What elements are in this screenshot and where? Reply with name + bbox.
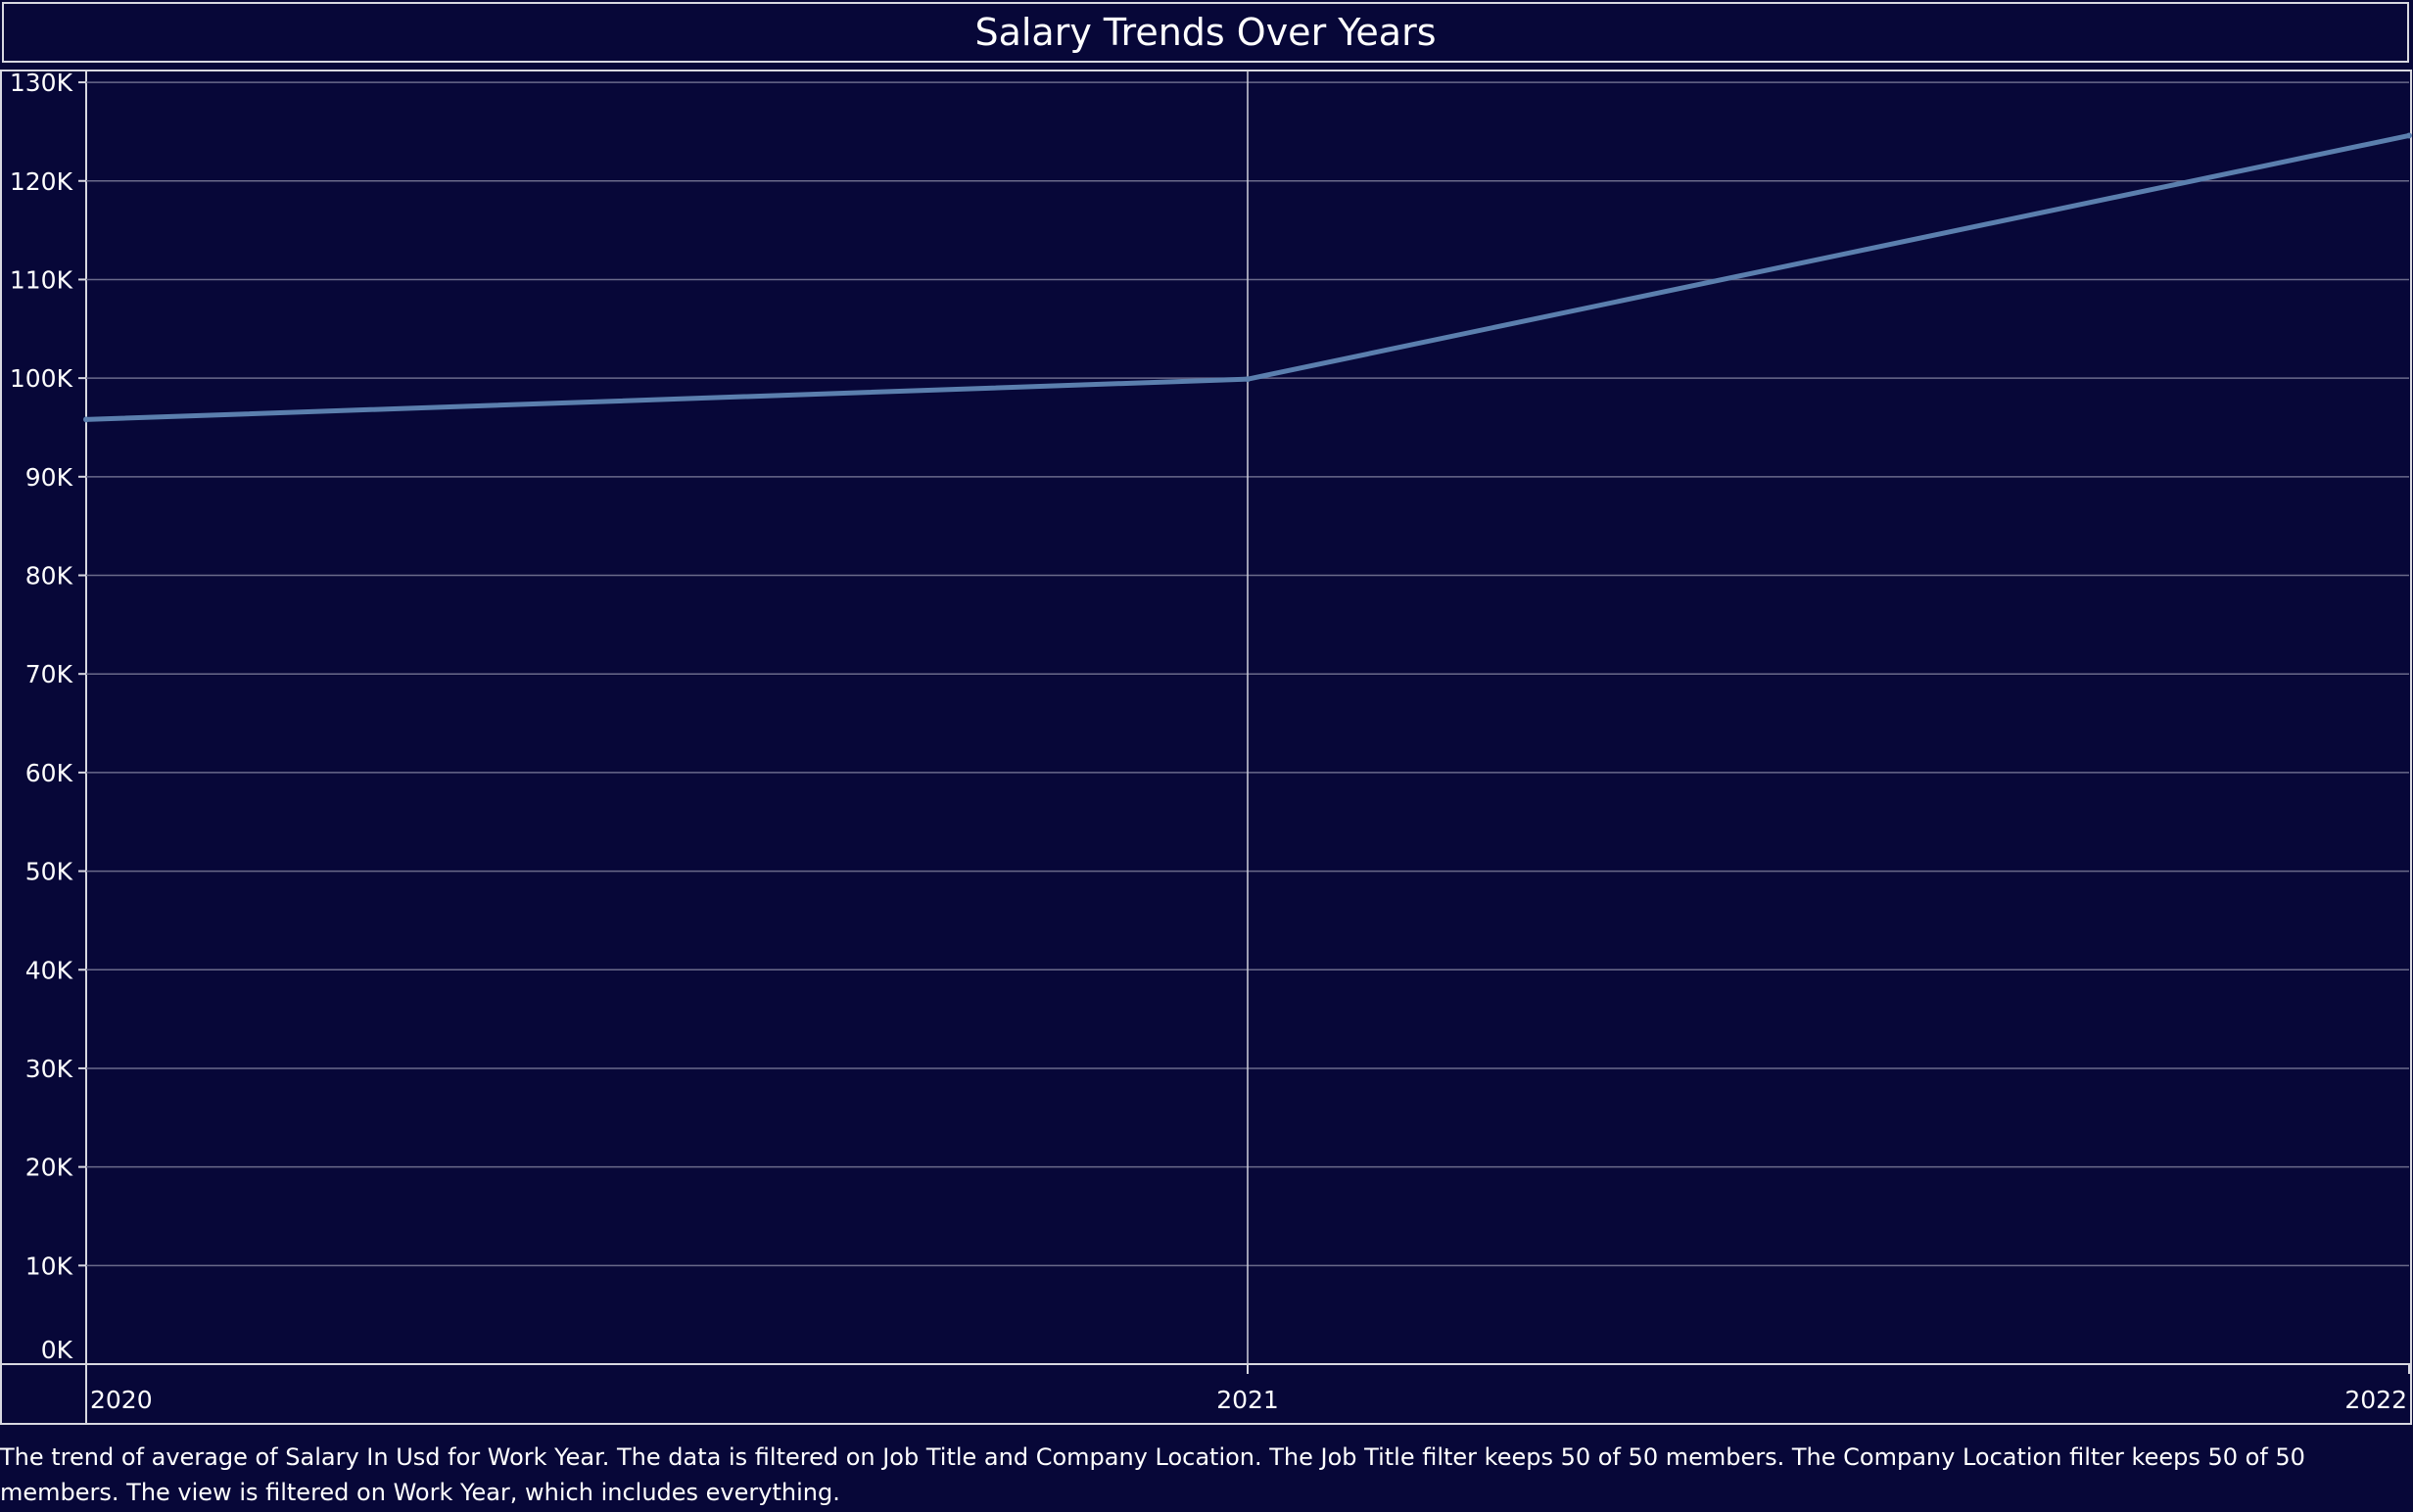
plot-border [0,70,2412,1425]
y-tick-label: 30K [25,1055,73,1083]
y-tick-label: 50K [25,858,73,886]
y-tick-label: 90K [25,463,73,492]
series-lines [83,132,2412,423]
y-tick-label: 80K [25,562,73,591]
chart-title-box: Salary Trends Over Years [2,2,2409,63]
y-tick-label: 120K [10,167,73,196]
y-axis-ticks: 0K 10K 20K 30K 40K 50K 60K 70K 80K 90K 100K 110K 120… [10,69,86,1365]
chart-title: Salary Trends Over Years [974,11,1437,54]
y-tick-label: 20K [25,1154,73,1182]
line-chart: 0K 10K 20K 30K 40K 50K 60K 70K 80K 90K 100K 110K 120… [0,69,2412,1425]
gridlines [86,71,2409,1364]
y-tick-label: 100K [10,364,73,393]
x-tick-label: 2020 [90,1386,153,1414]
x-tick-label: 2022 [2344,1386,2407,1414]
chart-caption: The trend of average of Salary In Usd fo… [0,1443,2305,1506]
y-tick-label: 40K [25,956,73,984]
data-point[interactable] [2406,132,2412,139]
x-tick-label: 2021 [1216,1386,1279,1414]
y-tick-label: 110K [10,265,73,294]
data-point[interactable] [1245,376,1251,383]
x-axis-ticks: 2020 2021 2022 [85,1364,2410,1414]
y-tick-label: 130K [10,69,73,97]
y-tick-label: 0K [41,1336,73,1364]
y-tick-label: 10K [25,1252,73,1280]
y-tick-label: 60K [25,759,73,787]
data-point[interactable] [83,416,89,423]
y-tick-label: 70K [25,660,73,688]
chart-frame [0,70,2412,1425]
